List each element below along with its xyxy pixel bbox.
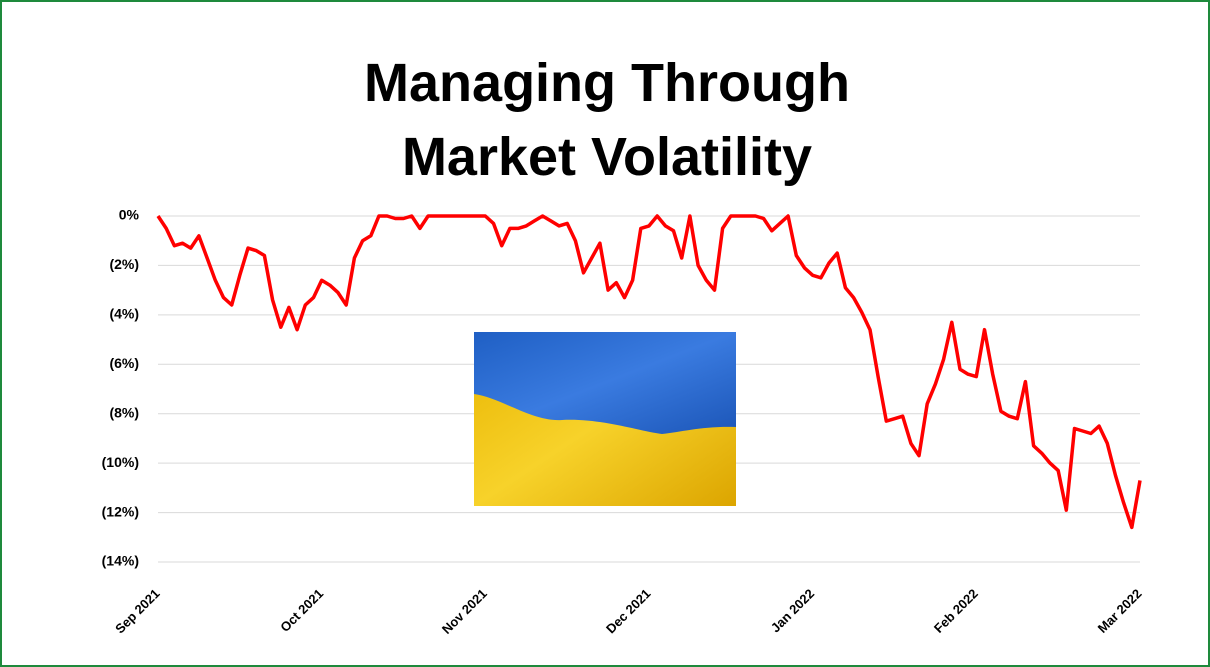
x-tick-label: Feb 2022 bbox=[931, 586, 981, 636]
x-tick-label: Nov 2021 bbox=[439, 586, 490, 637]
y-tick-label: 0% bbox=[119, 207, 140, 223]
y-tick-label: (4%) bbox=[109, 306, 139, 322]
ukraine-flag bbox=[474, 332, 736, 506]
x-tick-label: Dec 2021 bbox=[603, 586, 653, 636]
y-tick-label: (8%) bbox=[109, 404, 139, 420]
y-tick-label: (14%) bbox=[102, 553, 139, 569]
y-tick-label: (2%) bbox=[109, 256, 139, 272]
x-tick-label: Sep 2021 bbox=[112, 586, 162, 636]
data-line bbox=[156, 214, 1142, 530]
x-tick-label: Jan 2022 bbox=[768, 586, 817, 635]
x-tick-label: Mar 2022 bbox=[1095, 586, 1145, 636]
y-tick-label: (6%) bbox=[109, 355, 139, 371]
y-tick-label: (10%) bbox=[102, 454, 139, 470]
y-tick-label: (12%) bbox=[102, 503, 139, 519]
chart-title: Managing Through Market Volatility bbox=[364, 53, 850, 187]
x-tick-label: Oct 2021 bbox=[277, 586, 326, 635]
